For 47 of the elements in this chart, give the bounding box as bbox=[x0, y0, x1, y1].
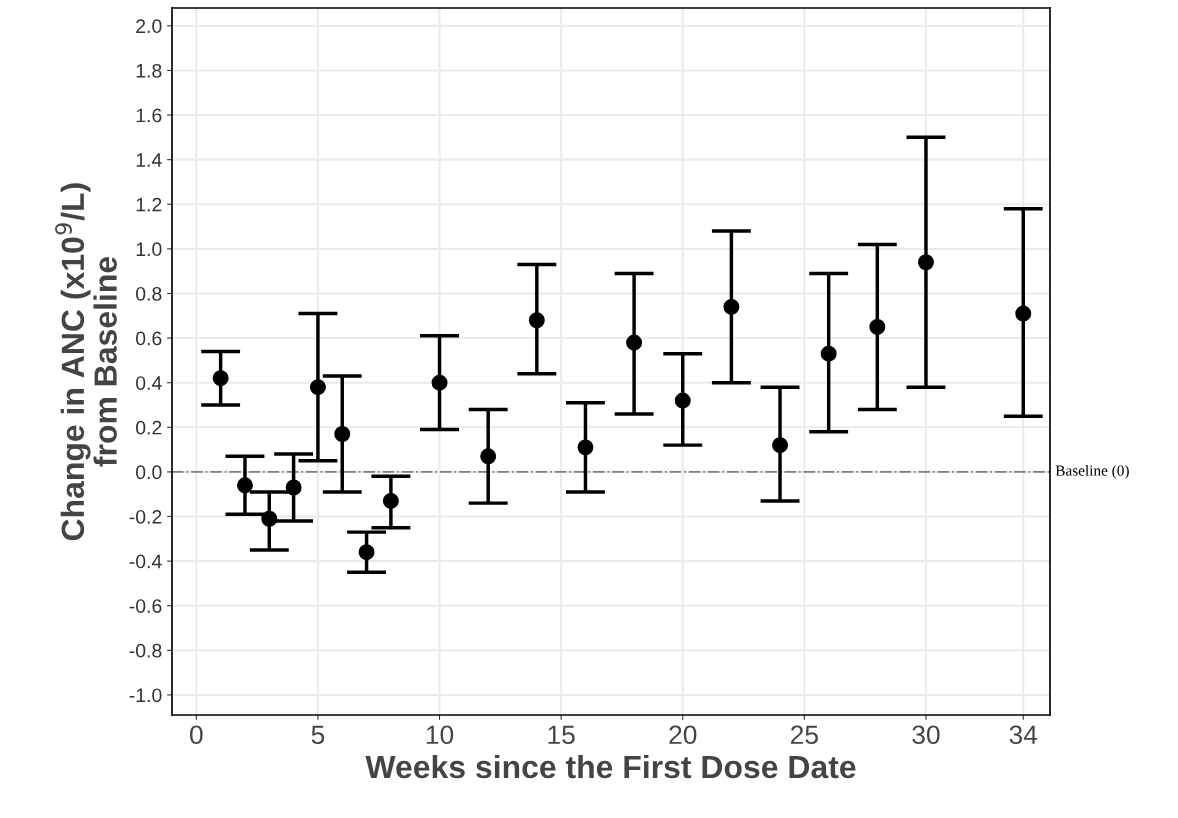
y-tick-label: 0.2 bbox=[136, 420, 162, 435]
x-tick-label: 34 bbox=[1009, 725, 1038, 745]
point bbox=[577, 439, 594, 456]
x-axis-title: Weeks since the First Dose Date bbox=[365, 754, 856, 779]
point bbox=[261, 510, 278, 527]
point bbox=[820, 345, 837, 362]
point bbox=[869, 318, 886, 335]
point bbox=[917, 254, 934, 271]
y-tick-label: -0.6 bbox=[129, 599, 162, 613]
point bbox=[431, 374, 448, 391]
point bbox=[1015, 305, 1032, 322]
y-tick-label: 0.6 bbox=[136, 331, 162, 346]
y-tick-label: 0.8 bbox=[136, 286, 162, 301]
x-tick-label: 20 bbox=[669, 725, 697, 745]
y-tick-label: -1.0 bbox=[129, 688, 162, 703]
point bbox=[674, 392, 691, 409]
x-tick-label: 0 bbox=[190, 725, 203, 745]
x-tick-label: 5 bbox=[311, 725, 325, 745]
x-tick-label: 15 bbox=[548, 725, 575, 745]
y-tick-label: 1.0 bbox=[136, 242, 162, 257]
point bbox=[480, 448, 497, 465]
point bbox=[236, 477, 253, 494]
point bbox=[212, 370, 229, 387]
x-tick-label: 30 bbox=[912, 725, 940, 745]
x-tick-label: 10 bbox=[426, 725, 454, 745]
y-tick-label: 1.4 bbox=[136, 153, 162, 167]
point bbox=[285, 479, 302, 496]
y-axis-title: Change in ANC (x10$^{9}$/L) from Baseline bbox=[55, 183, 117, 541]
point bbox=[772, 437, 789, 454]
y-tick-label: 2.0 bbox=[136, 19, 162, 34]
point bbox=[528, 312, 545, 329]
y-tick-label: -0.8 bbox=[129, 643, 162, 658]
y-tick-label: 1.2 bbox=[136, 197, 162, 212]
y-tick-label: -0.4 bbox=[129, 554, 162, 569]
x-tick-label: 25 bbox=[791, 725, 818, 745]
point bbox=[334, 426, 351, 442]
y-tick-label: -0.2 bbox=[129, 509, 162, 524]
point bbox=[309, 379, 326, 396]
ref-line-label: Baseline (0) bbox=[1055, 464, 1129, 479]
y-tick-label: 0.0 bbox=[136, 465, 162, 480]
point bbox=[358, 544, 375, 561]
point bbox=[723, 298, 740, 315]
y-tick-label: 0.4 bbox=[136, 376, 162, 390]
point bbox=[626, 334, 643, 351]
y-tick-label: 1.6 bbox=[136, 108, 162, 123]
point bbox=[382, 492, 399, 509]
y-tick-label: 1.8 bbox=[136, 63, 162, 78]
